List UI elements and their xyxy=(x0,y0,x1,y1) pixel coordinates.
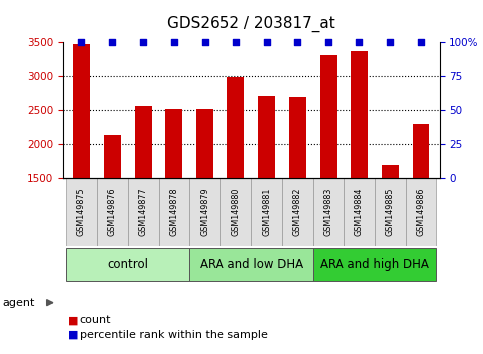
Bar xyxy=(66,248,189,281)
Bar xyxy=(351,51,368,178)
Text: GSM149880: GSM149880 xyxy=(231,188,240,236)
Point xyxy=(201,40,209,45)
Point xyxy=(417,40,425,45)
Bar xyxy=(166,109,183,178)
Bar xyxy=(320,55,337,178)
Bar xyxy=(258,96,275,178)
Text: GSM149884: GSM149884 xyxy=(355,188,364,236)
Bar xyxy=(412,124,429,178)
Text: ■: ■ xyxy=(68,315,78,325)
Bar xyxy=(375,178,406,246)
Bar xyxy=(128,178,158,246)
Bar xyxy=(220,178,251,246)
Text: percentile rank within the sample: percentile rank within the sample xyxy=(80,330,268,339)
Point xyxy=(325,40,332,45)
Text: GSM149878: GSM149878 xyxy=(170,188,178,236)
Point xyxy=(170,40,178,45)
Bar xyxy=(189,248,313,281)
Text: GDS2652 / 203817_at: GDS2652 / 203817_at xyxy=(167,16,335,32)
Text: GSM149876: GSM149876 xyxy=(108,188,117,236)
Text: GSM149879: GSM149879 xyxy=(200,188,209,236)
Point xyxy=(108,40,116,45)
Bar xyxy=(406,178,437,246)
Text: GSM149875: GSM149875 xyxy=(77,188,86,236)
Point xyxy=(263,40,270,45)
Bar xyxy=(344,178,375,246)
Text: GSM149882: GSM149882 xyxy=(293,188,302,236)
Bar xyxy=(158,178,189,246)
Text: ■: ■ xyxy=(68,330,78,339)
Text: control: control xyxy=(107,258,148,271)
Bar xyxy=(382,165,398,178)
Bar xyxy=(66,178,97,246)
Text: GSM149883: GSM149883 xyxy=(324,188,333,236)
Bar xyxy=(313,248,437,281)
Bar xyxy=(289,97,306,178)
Text: GSM149886: GSM149886 xyxy=(416,188,426,236)
Bar xyxy=(97,178,128,246)
Text: GSM149877: GSM149877 xyxy=(139,188,148,236)
Text: GSM149881: GSM149881 xyxy=(262,188,271,236)
Point xyxy=(355,40,363,45)
Bar xyxy=(197,109,213,178)
Bar xyxy=(251,178,282,246)
Text: ARA and high DHA: ARA and high DHA xyxy=(320,258,429,271)
Text: count: count xyxy=(80,315,111,325)
Text: agent: agent xyxy=(2,298,35,308)
Bar xyxy=(73,44,90,178)
Bar xyxy=(313,178,344,246)
Text: GSM149885: GSM149885 xyxy=(385,188,395,236)
Point xyxy=(232,40,240,45)
Text: ARA and low DHA: ARA and low DHA xyxy=(199,258,303,271)
Bar xyxy=(104,135,121,178)
Point xyxy=(294,40,301,45)
Bar xyxy=(189,178,220,246)
Point xyxy=(139,40,147,45)
Point xyxy=(386,40,394,45)
Bar xyxy=(282,178,313,246)
Bar xyxy=(227,76,244,178)
Bar xyxy=(135,106,152,178)
Point xyxy=(77,40,85,45)
